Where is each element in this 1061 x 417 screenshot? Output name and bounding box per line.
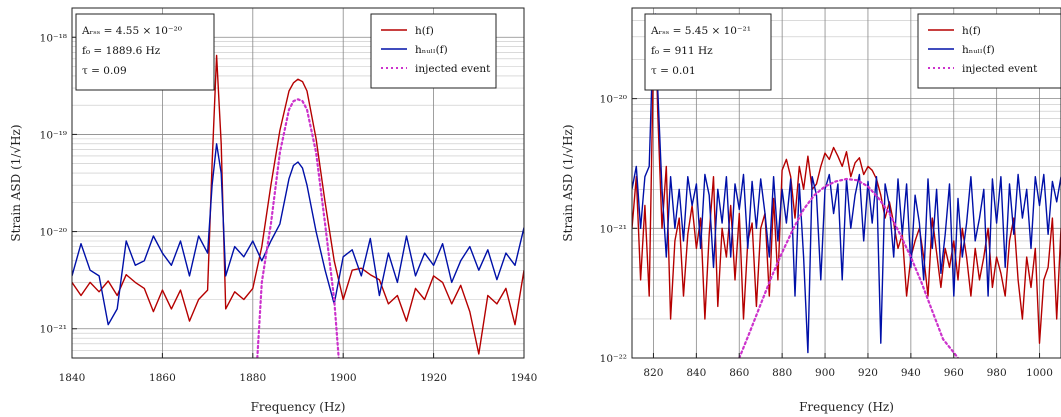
series-line-1 <box>72 54 524 355</box>
x-tick-label: 960 <box>944 367 964 379</box>
legend-entry-3: injected event <box>415 63 491 75</box>
annotation-box <box>644 13 772 91</box>
annotation-line-1: Aᵣₛₛ = 4.55 × 10⁻²⁰ <box>81 25 182 37</box>
plot-frame <box>71 7 525 359</box>
x-tick-label: 860 <box>729 367 749 379</box>
y-tick-label: 10⁻²¹ <box>600 223 627 235</box>
x-tick-label: 1940 <box>511 372 538 384</box>
y-tick-label: 10⁻¹⁹ <box>40 129 67 141</box>
y-tick-label: 10⁻²⁰ <box>600 94 627 106</box>
legend-box <box>370 13 497 89</box>
x-tick-label: 880 <box>772 367 792 379</box>
x-axis-label: Frequency (Hz) <box>251 400 346 414</box>
y-axis-label: Strain ASD (1/√Hz) <box>561 124 575 241</box>
legend-entry-1: h(f) <box>962 25 981 37</box>
legend-entry-3: injected event <box>962 63 1038 75</box>
x-tick-label: 1000 <box>1026 367 1053 379</box>
annotation-line-2: f₀ = 911 Hz <box>651 45 713 57</box>
y-tick-label: 10⁻²⁰ <box>40 227 67 239</box>
series-line-3 <box>256 98 340 358</box>
x-tick-label: 1840 <box>59 372 86 384</box>
annotation-line-1: Aᵣₛₛ = 5.45 × 10⁻²¹ <box>650 25 751 37</box>
series-line-2 <box>72 143 524 326</box>
y-tick-label: 10⁻²² <box>600 353 627 365</box>
x-tick-label: 980 <box>987 367 1007 379</box>
x-tick-label: 1880 <box>239 372 266 384</box>
annotation-line-2: f₀ = 1889.6 Hz <box>82 45 161 57</box>
y-tick-label: 10⁻¹⁸ <box>40 32 67 44</box>
plot-frame <box>631 7 1061 359</box>
legend-box <box>917 13 1061 89</box>
legend-entry-2: hₙᵤₗₗ(f) <box>962 44 995 56</box>
chart-panel-1: 1840 1860 1880 1900 1920 1940 10⁻¹⁸ 10⁻¹⁹ 10⁻²⁰ 1… <box>9 7 538 414</box>
x-tick-label: 840 <box>686 367 706 379</box>
series-line-1 <box>632 27 1061 344</box>
y-axis-label: Strain ASD (1/√Hz) <box>9 124 23 241</box>
x-tick-label: 820 <box>643 367 663 379</box>
legend-entry-2: hₙᵤₗₗ(f) <box>415 44 448 56</box>
x-axis-label: Frequency (Hz) <box>799 400 894 414</box>
chart-panel-2: 820 840 860 880 900 920 940 960 980 1000 10⁻²⁰ 10⁻²… <box>561 7 1061 414</box>
legend-entry-1: h(f) <box>415 25 434 37</box>
x-tick-label: 1860 <box>149 372 176 384</box>
series-line-2 <box>632 13 1061 354</box>
x-tick-label: 1920 <box>420 372 447 384</box>
x-tick-label: 920 <box>858 367 878 379</box>
x-tick-label: 940 <box>901 367 921 379</box>
y-tick-label: 10⁻²¹ <box>40 324 67 336</box>
series-line-3 <box>738 177 960 358</box>
annotation-line-3: τ = 0.01 <box>651 65 696 77</box>
annotation-box <box>75 13 215 91</box>
x-tick-label: 1900 <box>330 372 357 384</box>
annotation-line-3: τ = 0.09 <box>82 65 127 77</box>
x-tick-label: 900 <box>815 367 835 379</box>
